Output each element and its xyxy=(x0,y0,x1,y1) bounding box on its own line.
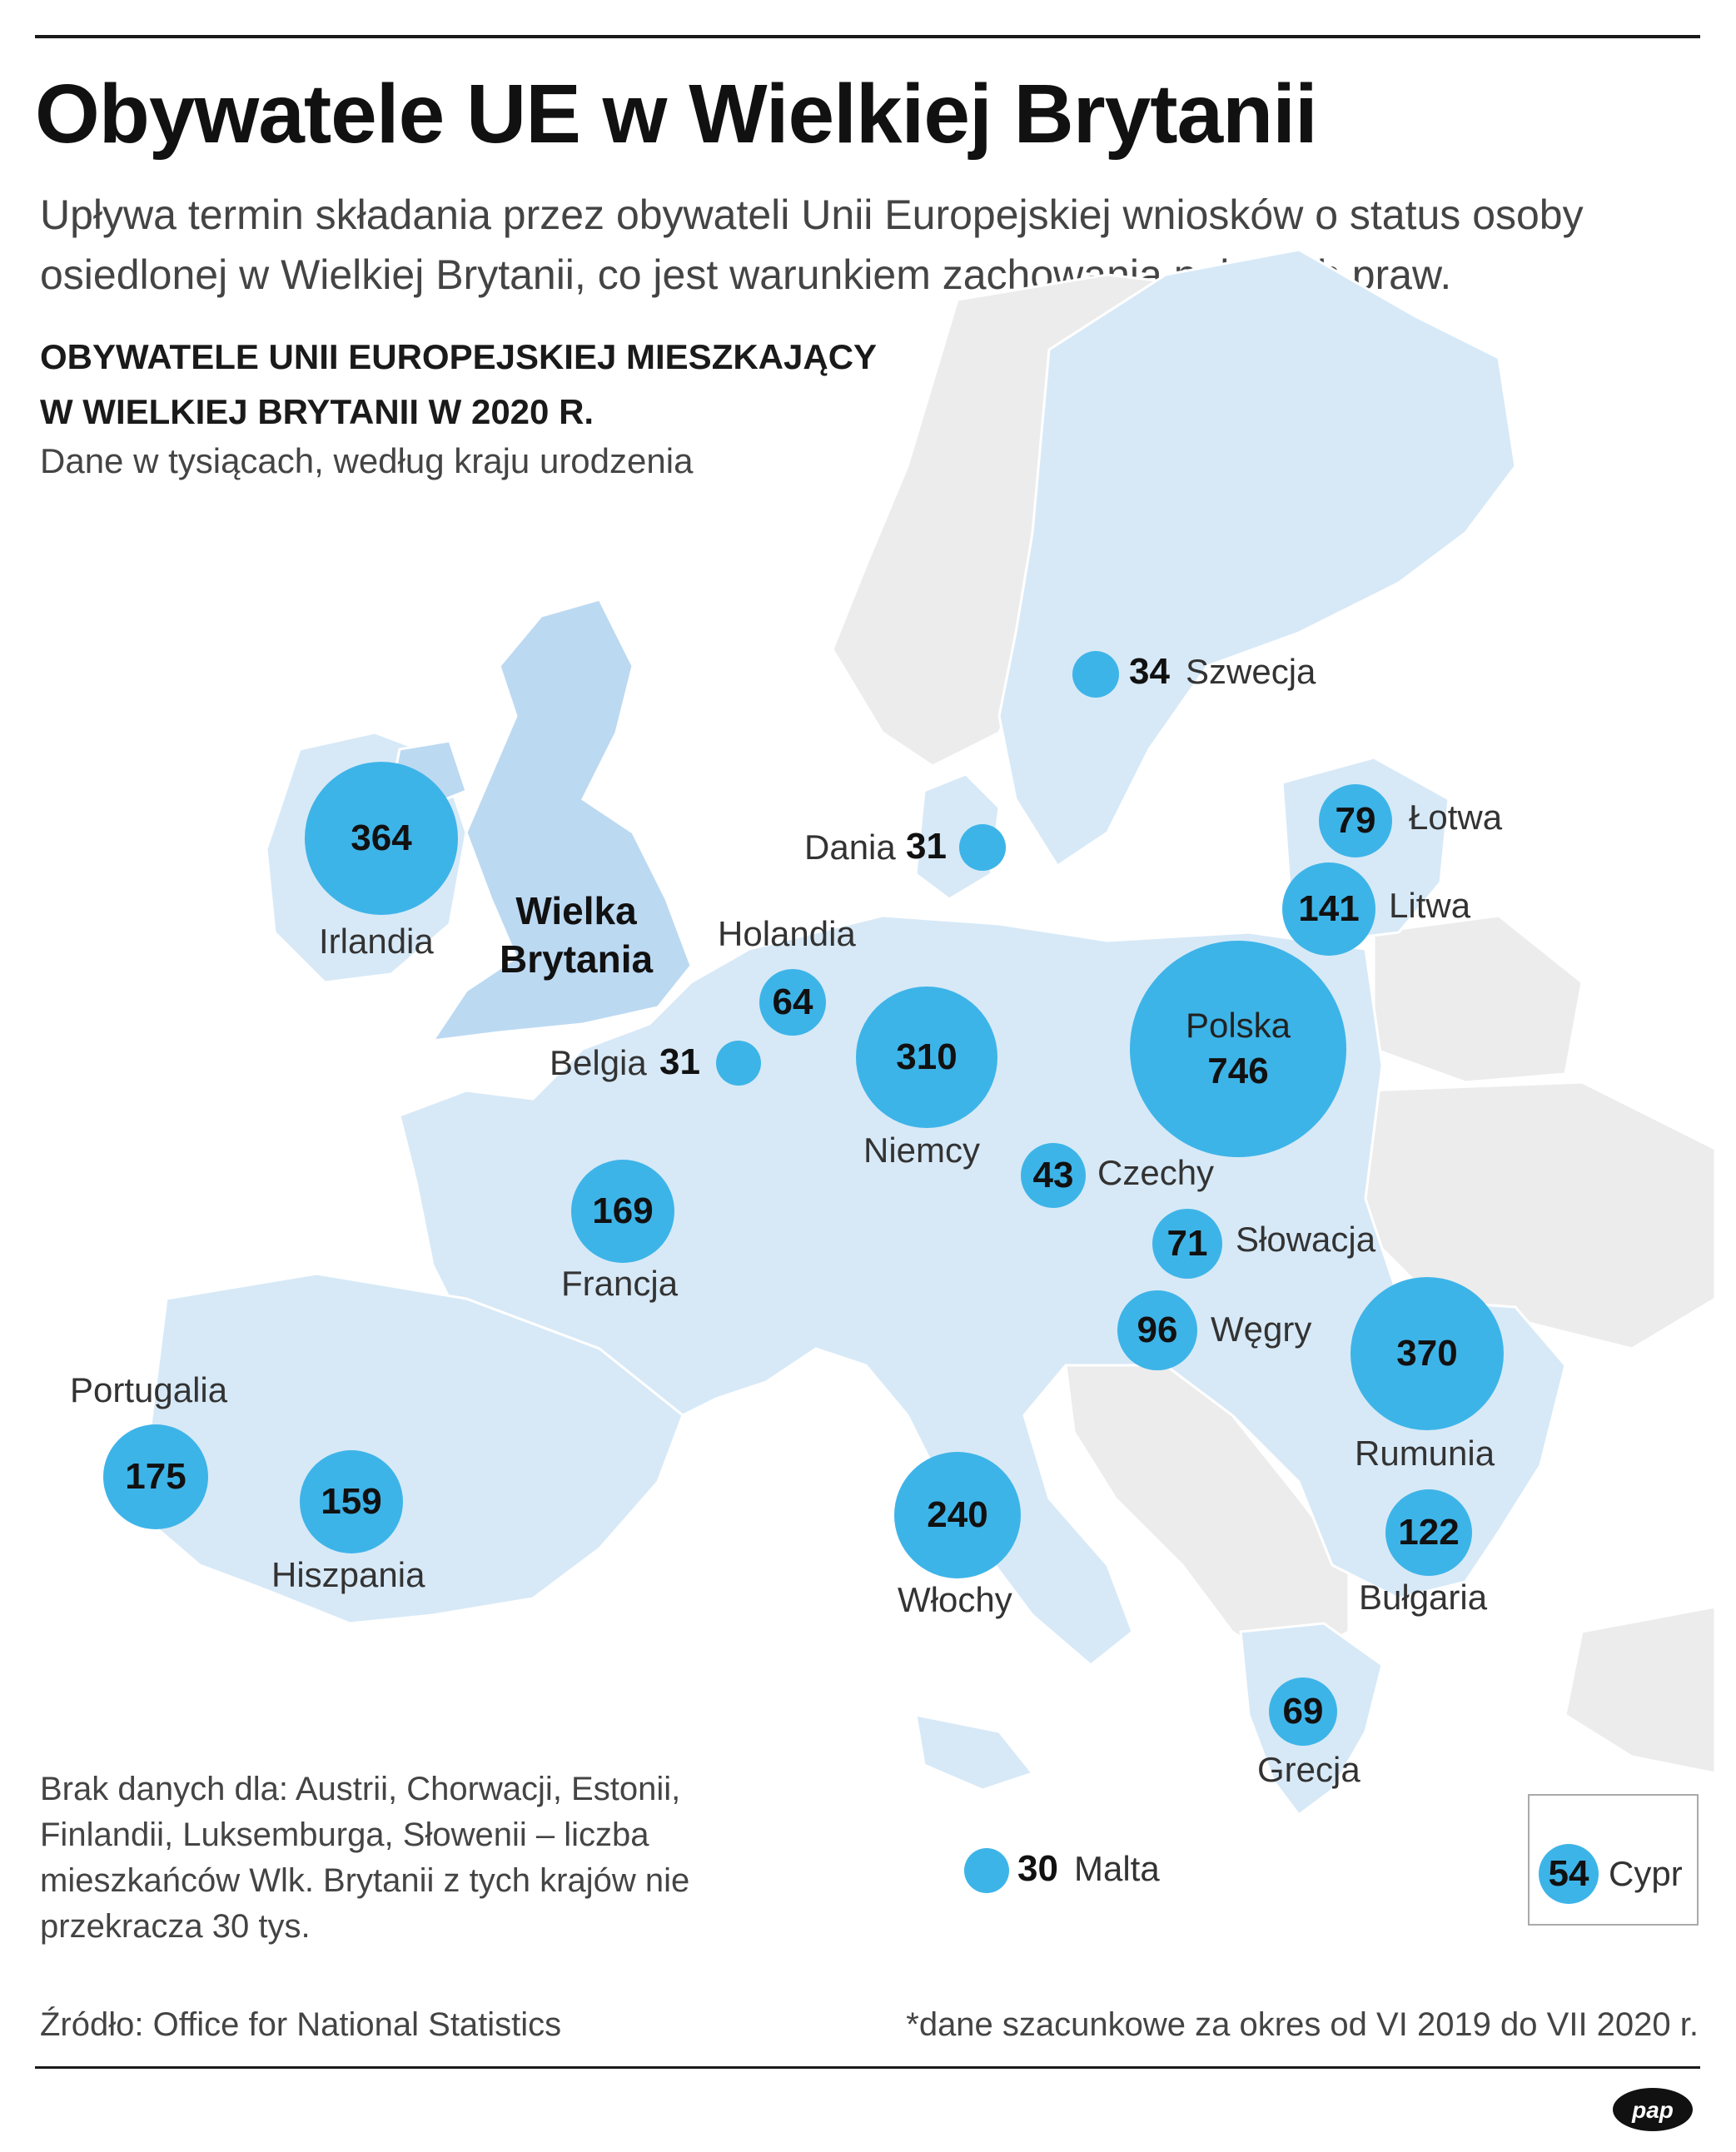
value-rumunia: 370 xyxy=(1396,1333,1458,1374)
label-wegry: Węgry xyxy=(1211,1310,1312,1349)
belarus-shape xyxy=(1372,914,1584,1084)
label-grecja: Grecja xyxy=(1257,1750,1360,1789)
label-belgia: Belgia xyxy=(550,1043,647,1082)
value-szwecja: 34 xyxy=(1129,651,1170,692)
value-grecja: 69 xyxy=(1282,1691,1324,1732)
label-dania: Dania xyxy=(804,828,896,867)
chart-heading: OBYWATELE UNII EUROPEJSKIEJ MIESZKAJĄCY … xyxy=(40,330,877,440)
bubble-polska: Polska 746 xyxy=(1130,941,1346,1157)
bubble-portugalia: 175 xyxy=(103,1424,208,1529)
iberia-shape xyxy=(140,1272,684,1625)
bottom-rule xyxy=(35,2066,1700,2069)
bubble-litwa: 141 xyxy=(1282,862,1375,956)
turkey-shape xyxy=(1564,1605,1717,1775)
bubble-holandia: 64 xyxy=(759,969,826,1036)
missing-data-note: Brak danych dla: Austrii, Chorwacji, Est… xyxy=(40,1771,690,1945)
bubble-hiszpania: 159 xyxy=(300,1450,403,1553)
label-hiszpania: Hiszpania xyxy=(271,1555,425,1594)
uk-shape xyxy=(430,598,693,1042)
value-niemcy: 310 xyxy=(896,1036,958,1077)
label-irlandia: Irlandia xyxy=(319,922,434,961)
label-francja: Francja xyxy=(561,1264,679,1303)
page-title: Obywatele UE w Wielkiej Brytanii xyxy=(35,67,1318,161)
bubble-grecja: 69 xyxy=(1269,1677,1337,1746)
value-francja: 169 xyxy=(592,1190,654,1231)
label-wlochy: Włochy xyxy=(898,1580,1012,1619)
bubble-irlandia: 364 xyxy=(305,762,458,915)
italy-south-shape xyxy=(914,1713,1035,1792)
value-portugalia: 175 xyxy=(125,1456,187,1497)
heading-line-1: OBYWATELE UNII EUROPEJSKIEJ MIESZKAJĄCY xyxy=(40,337,878,376)
label-malta: Malta xyxy=(1074,1849,1160,1888)
bubble-rumunia: 370 xyxy=(1350,1277,1504,1430)
bubble-lotwa: 79 xyxy=(1319,784,1392,857)
value-lotwa: 79 xyxy=(1335,800,1376,841)
bubble-niemcy: 310 xyxy=(856,987,997,1128)
chart-subheading: Dane w tysiącach, według kraju urodzenia xyxy=(40,441,694,480)
value-bulgaria: 122 xyxy=(1398,1512,1460,1553)
value-polska: 746 xyxy=(1207,1051,1269,1091)
label-litwa: Litwa xyxy=(1389,886,1471,925)
label-portugalia: Portugalia xyxy=(70,1370,228,1409)
label-cypr: Cypr xyxy=(1609,1854,1683,1893)
bubble-belgia xyxy=(716,1041,761,1086)
bubble-szwecja xyxy=(1072,651,1119,698)
value-belgia: 31 xyxy=(659,1041,700,1082)
footnote-text: *dane szacunkowe za okres od VI 2019 do … xyxy=(906,2006,1699,2043)
value-wegry: 96 xyxy=(1137,1310,1178,1350)
bubble-cypr: 54 xyxy=(1539,1844,1599,1904)
label-slowacja: Słowacja xyxy=(1236,1220,1376,1259)
label-czechy: Czechy xyxy=(1097,1153,1215,1192)
value-hiszpania: 159 xyxy=(321,1481,382,1522)
label-niemcy: Niemcy xyxy=(863,1131,981,1170)
bubble-bulgaria: 122 xyxy=(1385,1489,1472,1576)
bubble-malta xyxy=(964,1848,1009,1893)
uk-label-line-2: Brytania xyxy=(500,937,654,981)
value-holandia: 64 xyxy=(772,982,813,1022)
value-wlochy: 240 xyxy=(927,1494,988,1535)
value-czechy: 43 xyxy=(1032,1155,1074,1195)
top-rule xyxy=(35,35,1700,38)
value-dania: 31 xyxy=(906,826,947,867)
bubble-wegry: 96 xyxy=(1117,1290,1197,1370)
value-irlandia: 364 xyxy=(351,818,412,858)
value-malta: 30 xyxy=(1017,1848,1058,1889)
bubble-slowacja: 71 xyxy=(1152,1209,1222,1279)
label-holandia: Holandia xyxy=(718,914,856,953)
uk-label: Wielka Brytania xyxy=(500,887,653,983)
value-litwa: 141 xyxy=(1298,888,1360,929)
label-lotwa: Łotwa xyxy=(1409,798,1503,837)
bubble-dania xyxy=(959,824,1006,871)
label-szwecja: Szwecja xyxy=(1186,652,1316,691)
bubble-wlochy: 240 xyxy=(894,1452,1021,1578)
label-polska: Polska xyxy=(1185,1006,1291,1045)
value-cypr: 54 xyxy=(1548,1853,1589,1894)
pap-logo-icon: pap xyxy=(1613,2088,1693,2131)
svg-text:pap: pap xyxy=(1631,2097,1674,2123)
label-rumunia: Rumunia xyxy=(1355,1434,1495,1473)
bubble-czechy: 43 xyxy=(1021,1143,1086,1208)
label-bulgaria: Bułgaria xyxy=(1359,1578,1488,1617)
bubble-francja: 169 xyxy=(571,1160,674,1263)
sweden-finland-shape xyxy=(997,248,1517,868)
uk-label-line-1: Wielka xyxy=(515,889,637,932)
value-slowacja: 71 xyxy=(1166,1223,1208,1264)
source-text: Źródło: Office for National Statistics xyxy=(40,2006,562,2043)
heading-line-2: W WIELKIEJ BRYTANII W 2020 R. xyxy=(40,392,594,431)
